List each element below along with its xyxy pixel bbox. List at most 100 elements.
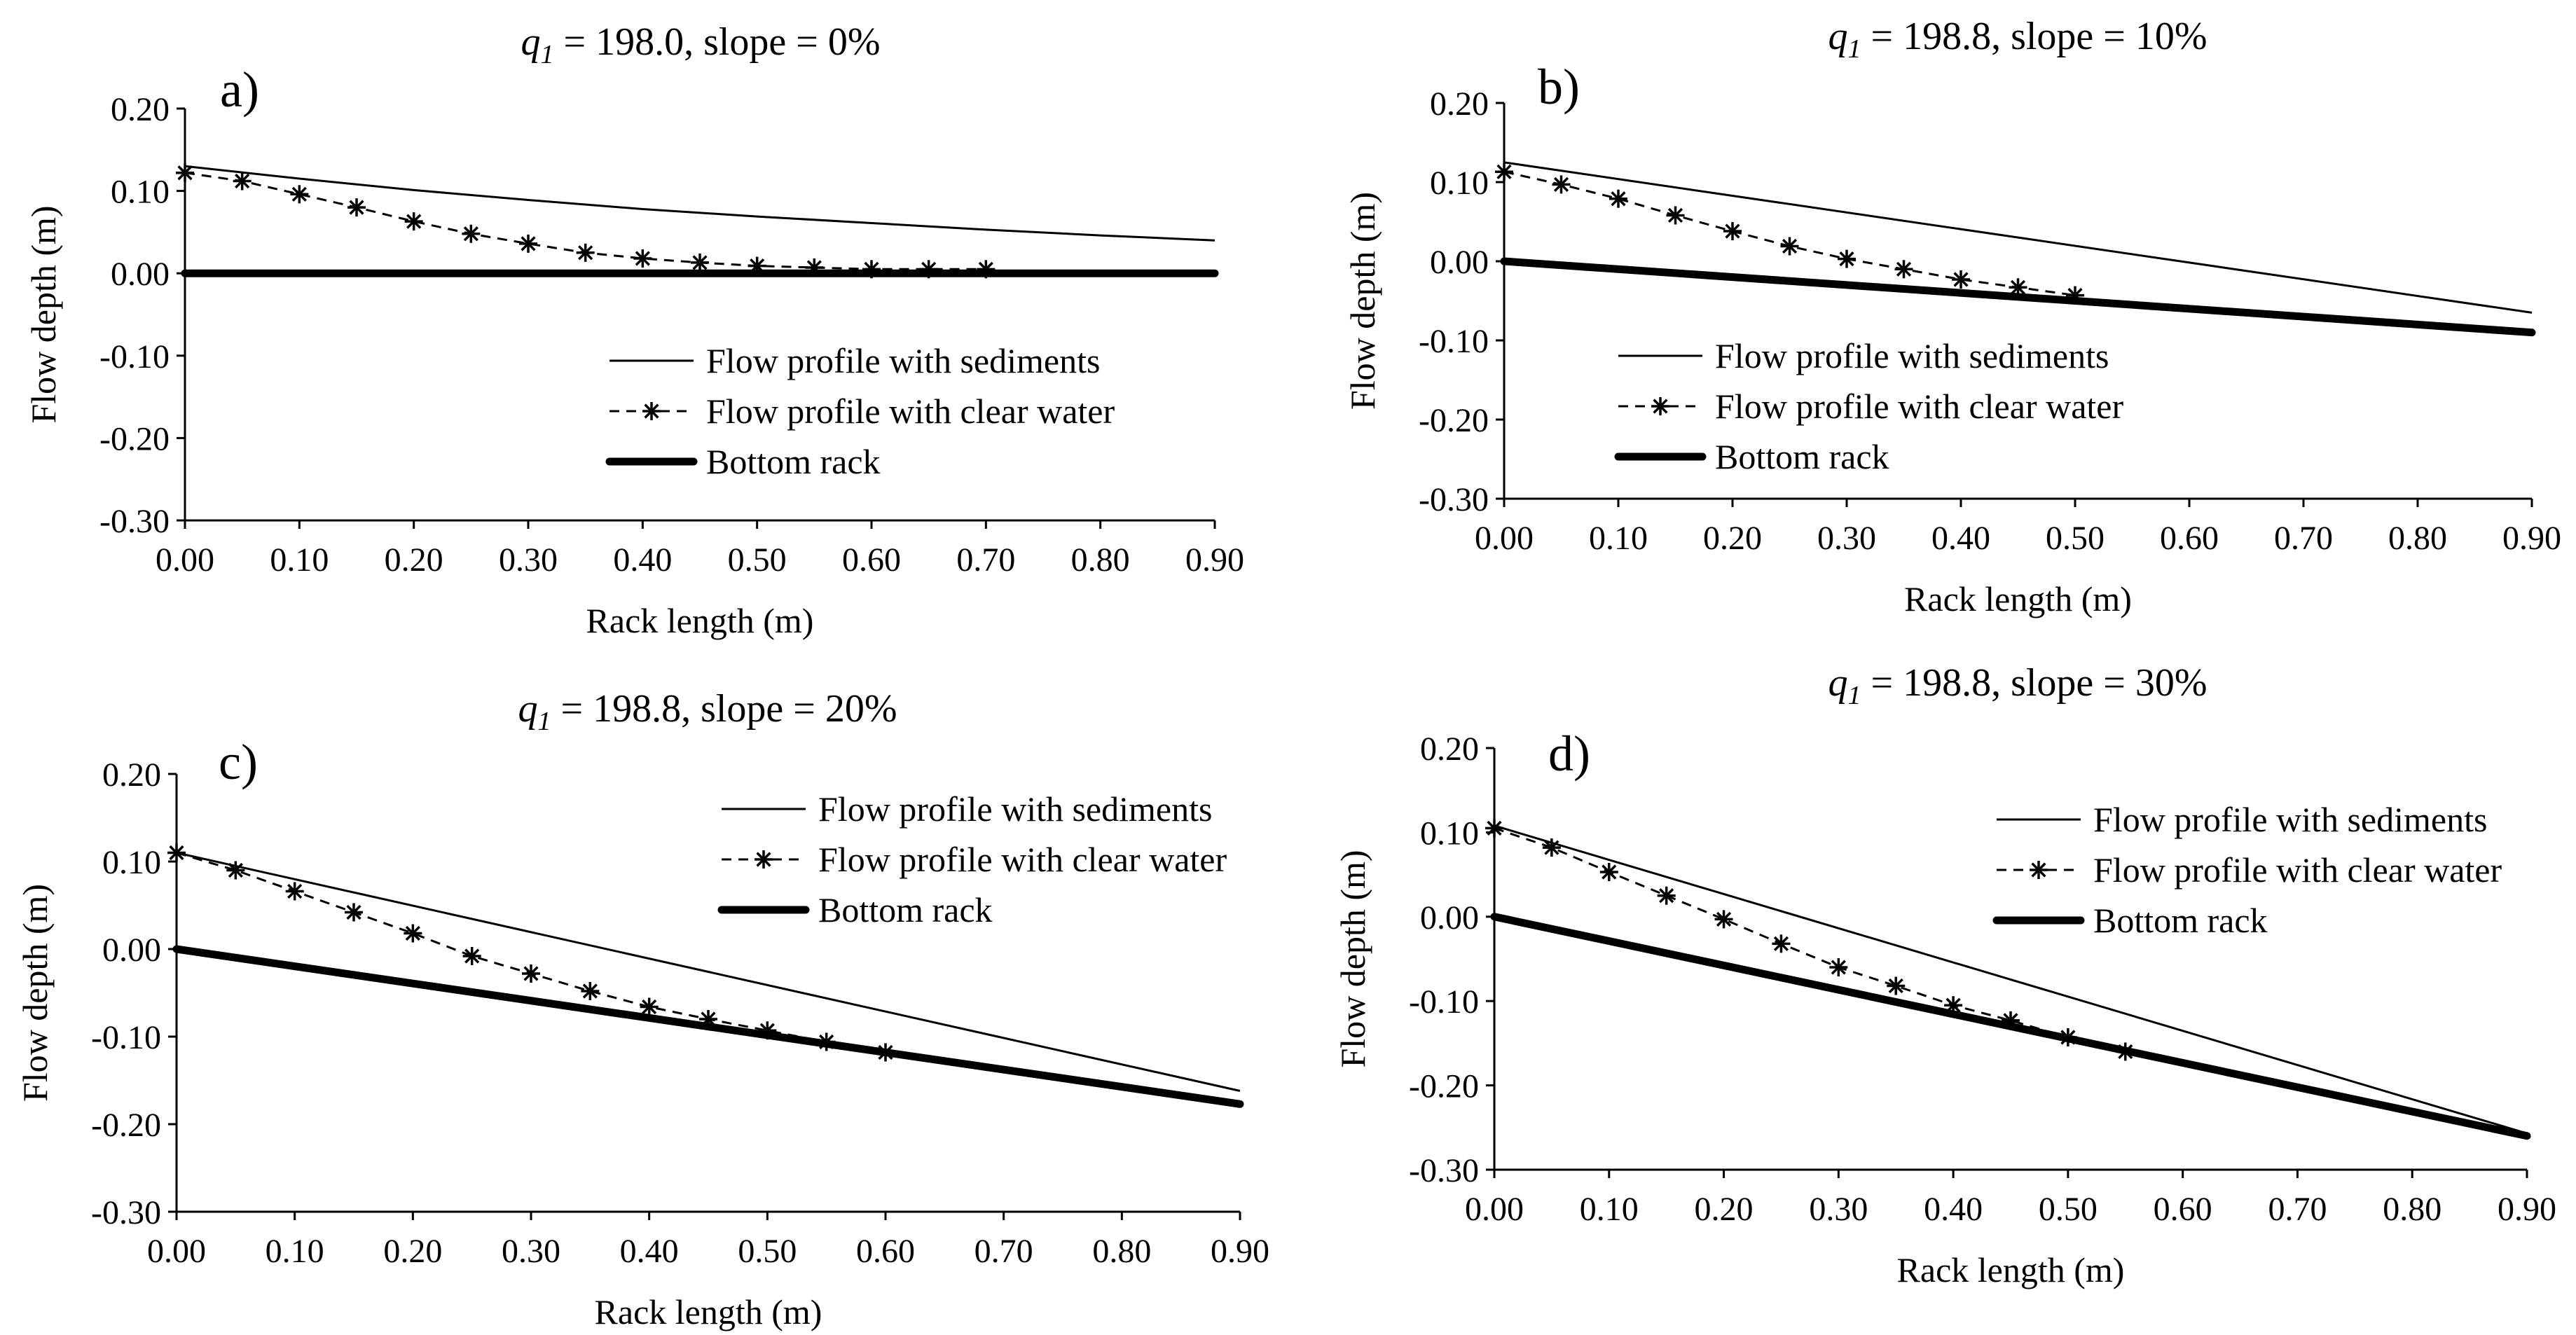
- data-point-clear-water: [290, 185, 309, 204]
- title-subscript: 1: [1847, 34, 1861, 64]
- y-tick-label: 0.10: [102, 844, 161, 881]
- x-tick-label: 0.60: [2160, 520, 2219, 557]
- data-point-clear-water: [519, 234, 537, 253]
- y-tick-label: 0.10: [111, 174, 170, 211]
- star-stroke: [523, 966, 539, 981]
- x-tick-label: 0.90: [2502, 520, 2561, 557]
- legend-label-rack: Bottom rack: [1715, 437, 1889, 476]
- y-tick-label: -0.20: [1409, 1068, 1479, 1105]
- chart-title: q1 = 198.0, slope = 0%: [521, 20, 880, 69]
- star-stroke: [644, 403, 659, 419]
- legend-label-clear: Flow profile with clear water: [1715, 387, 2123, 426]
- star-stroke: [521, 236, 536, 251]
- data-point-clear-water: [1666, 206, 1685, 225]
- data-point-clear-water: [1609, 189, 1627, 208]
- y-tick-label: -0.30: [1419, 481, 1489, 518]
- data-point-clear-water: [176, 163, 194, 182]
- x-tick-label: 0.20: [385, 541, 443, 579]
- star-stroke: [582, 983, 598, 999]
- star-stroke: [1725, 223, 1740, 239]
- data-point-clear-water: [1780, 237, 1799, 256]
- title-subscript: 1: [537, 707, 551, 736]
- star-stroke: [2010, 279, 2026, 295]
- title-text: = 198.8, slope = 20%: [551, 687, 897, 731]
- star-stroke: [1602, 864, 1617, 880]
- star-stroke: [346, 904, 361, 920]
- panel-label: b): [1538, 59, 1580, 115]
- star-stroke: [1831, 960, 1846, 975]
- x-axis-label: Rack length (m): [595, 1292, 822, 1331]
- star-stroke: [692, 255, 708, 270]
- data-point-clear-water: [233, 172, 252, 191]
- x-tick-label: 0.90: [2498, 1191, 2556, 1228]
- star-stroke: [1839, 251, 1854, 267]
- x-tick-label: 0.20: [383, 1233, 442, 1270]
- legend-label-clear: Flow profile with clear water: [2093, 850, 2502, 890]
- x-tick-label: 0.40: [1924, 1191, 1983, 1228]
- chart-panel-c: q1 = 198.8, slope = 20% 0.20 0.10 0.00 -0.10…: [15, 687, 1269, 1331]
- star-stroke: [1896, 261, 1912, 277]
- data-point-clear-water: [1714, 910, 1733, 929]
- data-point-clear-water: [462, 947, 481, 965]
- x-tick-label: 0.40: [620, 1233, 679, 1270]
- star-stroke: [1782, 238, 1798, 254]
- star-stroke: [756, 852, 771, 867]
- data-point-clear-water: [1894, 260, 1913, 279]
- data-point-clear-water: [1723, 222, 1742, 241]
- y-axis-label: Flow depth (m): [24, 205, 63, 423]
- star-stroke: [463, 226, 478, 242]
- x-tick-label: 0.00: [1475, 520, 1534, 557]
- star-stroke: [1544, 840, 1559, 855]
- title-subscript: 1: [540, 40, 553, 69]
- data-point-clear-water: [1952, 270, 1970, 289]
- star-stroke: [1888, 978, 1903, 994]
- data-point-clear-water: [581, 982, 600, 1000]
- star-stroke: [635, 251, 650, 266]
- y-tick-label: -0.20: [1419, 402, 1489, 439]
- x-tick-label: 0.70: [2274, 520, 2333, 557]
- star-stroke: [228, 862, 243, 878]
- data-point-clear-water: [1542, 838, 1561, 857]
- y-tick-label: -0.10: [1409, 983, 1479, 1021]
- x-tick-label: 0.70: [956, 541, 1015, 579]
- legend-label-sediments: Flow profile with sediments: [818, 789, 1212, 829]
- x-tick-label: 0.10: [266, 1233, 324, 1270]
- star-stroke: [1653, 399, 1668, 414]
- legend-marker: [2030, 861, 2048, 879]
- data-point-clear-water: [345, 903, 363, 922]
- x-tick-label: 0.10: [270, 541, 329, 579]
- data-point-clear-water: [1887, 976, 1906, 995]
- data-point-clear-water: [633, 249, 652, 268]
- legend: Flow profile with sediments Flow profile …: [1614, 336, 2123, 476]
- x-tick-label: 0.60: [2154, 1191, 2212, 1228]
- title-text: = 198.8, slope = 30%: [1861, 661, 2207, 705]
- legend-label-sediments: Flow profile with sediments: [1715, 336, 2109, 375]
- title-symbol: q: [1828, 661, 1847, 705]
- data-point-clear-water: [640, 997, 659, 1016]
- star-stroke: [1487, 820, 1502, 836]
- x-tick-label: 0.70: [2268, 1191, 2327, 1228]
- x-tick-label: 0.30: [499, 541, 558, 579]
- y-tick-label: -0.20: [91, 1107, 161, 1144]
- legend-label-sediments: Flow profile with sediments: [2093, 800, 2487, 839]
- data-point-clear-water: [285, 882, 304, 901]
- star-stroke: [1553, 177, 1569, 192]
- series-line-sediments: [184, 165, 1215, 242]
- x-tick-label: 0.50: [2046, 520, 2105, 557]
- chart-title: q1 = 198.8, slope = 30%: [1828, 661, 2207, 710]
- series-line-clear-water: [1494, 826, 2126, 1053]
- panel-label: a): [220, 62, 259, 118]
- x-axis-label: Rack length (m): [1897, 1250, 2125, 1289]
- x-tick-label: 0.00: [156, 541, 214, 579]
- legend-label-clear: Flow profile with clear water: [818, 840, 1227, 879]
- legend-marker: [755, 850, 773, 869]
- legend-label-sediments: Flow profile with sediments: [706, 341, 1100, 380]
- x-tick-label: 0.30: [1809, 1191, 1868, 1228]
- y-tick-label: 0.00: [1420, 899, 1479, 936]
- legend: Flow profile with sediments Flow profile …: [717, 789, 1227, 929]
- x-tick-label: 0.60: [856, 1233, 915, 1270]
- x-tick-label: 0.10: [1580, 1191, 1639, 1228]
- title-symbol: q: [521, 20, 540, 64]
- y-tick-label: 0.20: [1430, 85, 1489, 123]
- y-axis-label: Flow depth (m): [1343, 192, 1382, 410]
